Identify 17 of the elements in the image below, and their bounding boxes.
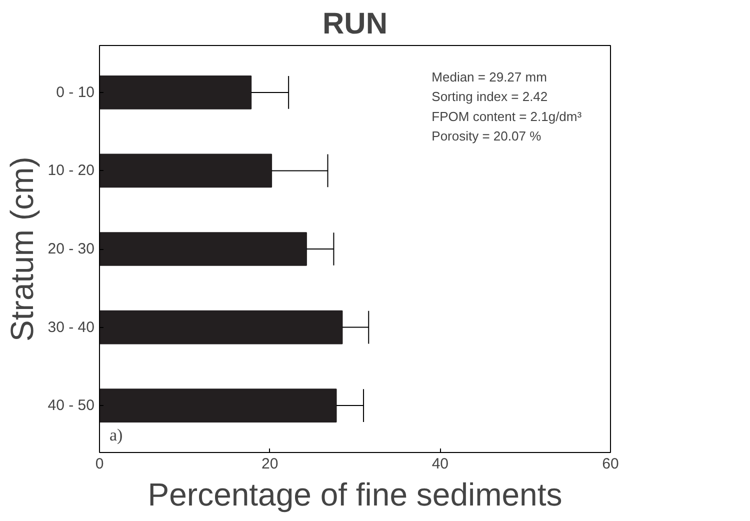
x-tick-label: 40 [432,456,449,472]
annotation: Median = 29.27 mm [432,70,547,85]
y-tick-label: 20 - 30 [48,240,95,258]
y-axis-title: Stratum (cm) [4,156,40,342]
annotation: a) [110,426,123,444]
y-tick-label: 40 - 50 [48,397,95,414]
x-tick-label: 0 [95,456,104,472]
y-tick-label: 10 - 20 [48,162,95,180]
x-tick-label: 60 [602,456,619,472]
y-tick-label: 30 - 40 [48,318,95,336]
chart-title: RUN [322,8,388,40]
annotation: Porosity = 20.07 % [432,128,542,144]
annotation: FPOM content = 2.1g/dm³ [432,108,582,124]
annotation: Sorting index = 2.42 [432,89,548,104]
y-tick-label: 0 - 10 [56,84,94,101]
x-axis-title: Percentage of fine sediments [148,476,562,512]
x-tick-label: 20 [261,456,278,472]
